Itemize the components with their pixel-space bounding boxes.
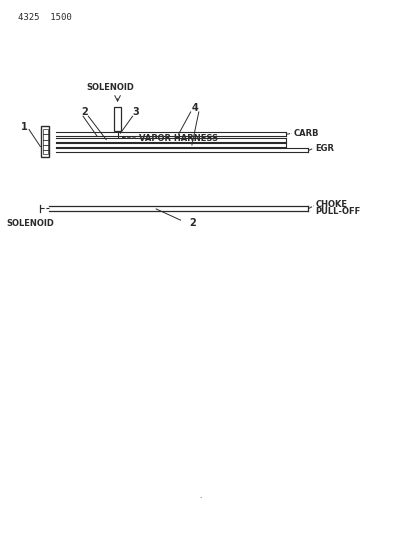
- Bar: [43, 129, 48, 154]
- Text: CARB: CARB: [293, 129, 319, 138]
- Text: PULL-OFF: PULL-OFF: [315, 207, 361, 215]
- Text: 4325  1500: 4325 1500: [18, 13, 72, 22]
- Text: 3: 3: [133, 107, 139, 117]
- Bar: [41, 126, 49, 157]
- Text: 4: 4: [191, 103, 198, 112]
- Text: VAPOR HARNESS: VAPOR HARNESS: [139, 134, 218, 142]
- Text: CHOKE: CHOKE: [315, 200, 347, 209]
- Text: 2: 2: [81, 107, 88, 117]
- Bar: [114, 107, 121, 131]
- Text: .: .: [200, 492, 202, 499]
- Text: 1: 1: [21, 122, 27, 132]
- Text: SOLENOID: SOLENOID: [87, 83, 135, 92]
- Text: EGR: EGR: [315, 144, 335, 152]
- Text: 2: 2: [189, 218, 196, 228]
- Text: SOLENOID: SOLENOID: [6, 219, 54, 228]
